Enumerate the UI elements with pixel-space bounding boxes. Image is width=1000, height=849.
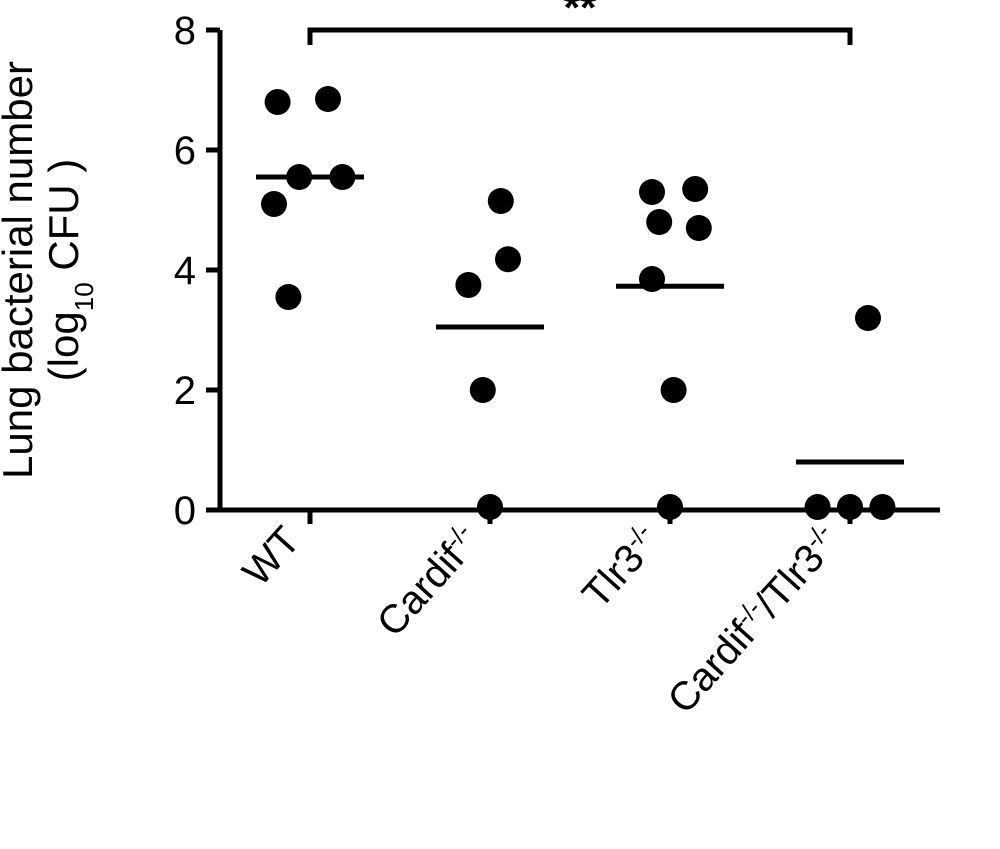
x-tick-label-group: Tlr3-/- — [573, 518, 668, 617]
x-tick-label: Cardif-/- — [368, 518, 489, 645]
data-point — [470, 377, 496, 403]
x-tick-label: WT — [234, 519, 308, 595]
x-tick-label-group: Cardif-/- — [368, 518, 489, 645]
data-point — [837, 494, 863, 520]
data-point — [315, 86, 341, 112]
data-point — [275, 284, 301, 310]
y-tick-label: 0 — [174, 489, 196, 533]
data-point — [855, 305, 881, 331]
x-tick-label: Cardif-/-/Tlr3-/- — [659, 518, 849, 722]
significance-bar — [310, 30, 850, 45]
data-point — [477, 494, 503, 520]
data-point — [686, 215, 712, 241]
y-tick-label: 6 — [174, 129, 196, 173]
data-point — [869, 494, 895, 520]
y-tick-label: 8 — [174, 9, 196, 53]
data-point — [261, 191, 287, 217]
significance-label: ** — [564, 0, 597, 31]
data-point — [495, 246, 521, 272]
y-tick-label: 2 — [174, 369, 196, 413]
x-tick-label-group: WT — [234, 519, 308, 595]
scatter-chart-svg: 0 2 4 6 8 WT Cardif-/- Tlr3-/-Cardif-/-/Tlr3-/-… — [0, 0, 1000, 849]
data-point — [661, 377, 687, 403]
data-point — [488, 188, 514, 214]
data-point — [639, 266, 665, 292]
data-point — [657, 494, 683, 520]
data-point — [805, 494, 831, 520]
x-tick-label-group: Cardif-/-/Tlr3-/- — [659, 518, 849, 722]
data-point — [286, 164, 312, 190]
data-point — [265, 89, 291, 115]
chart-container: 0 2 4 6 8 WT Cardif-/- Tlr3-/-Cardif-/-/Tlr3-/-… — [0, 0, 1000, 849]
data-point — [639, 179, 665, 205]
y-tick-label: 4 — [174, 249, 196, 293]
x-tick-label: Tlr3-/- — [573, 518, 668, 617]
data-point — [682, 176, 708, 202]
data-point — [455, 272, 481, 298]
y-axis-label-line1: Lung bacterial number — [0, 61, 41, 479]
data-point — [646, 209, 672, 235]
data-point — [329, 164, 355, 190]
y-axis-label: Lung bacterial number(log10 CFU ) — [0, 61, 99, 479]
y-axis-label-line2: (log10 CFU ) — [40, 159, 99, 382]
